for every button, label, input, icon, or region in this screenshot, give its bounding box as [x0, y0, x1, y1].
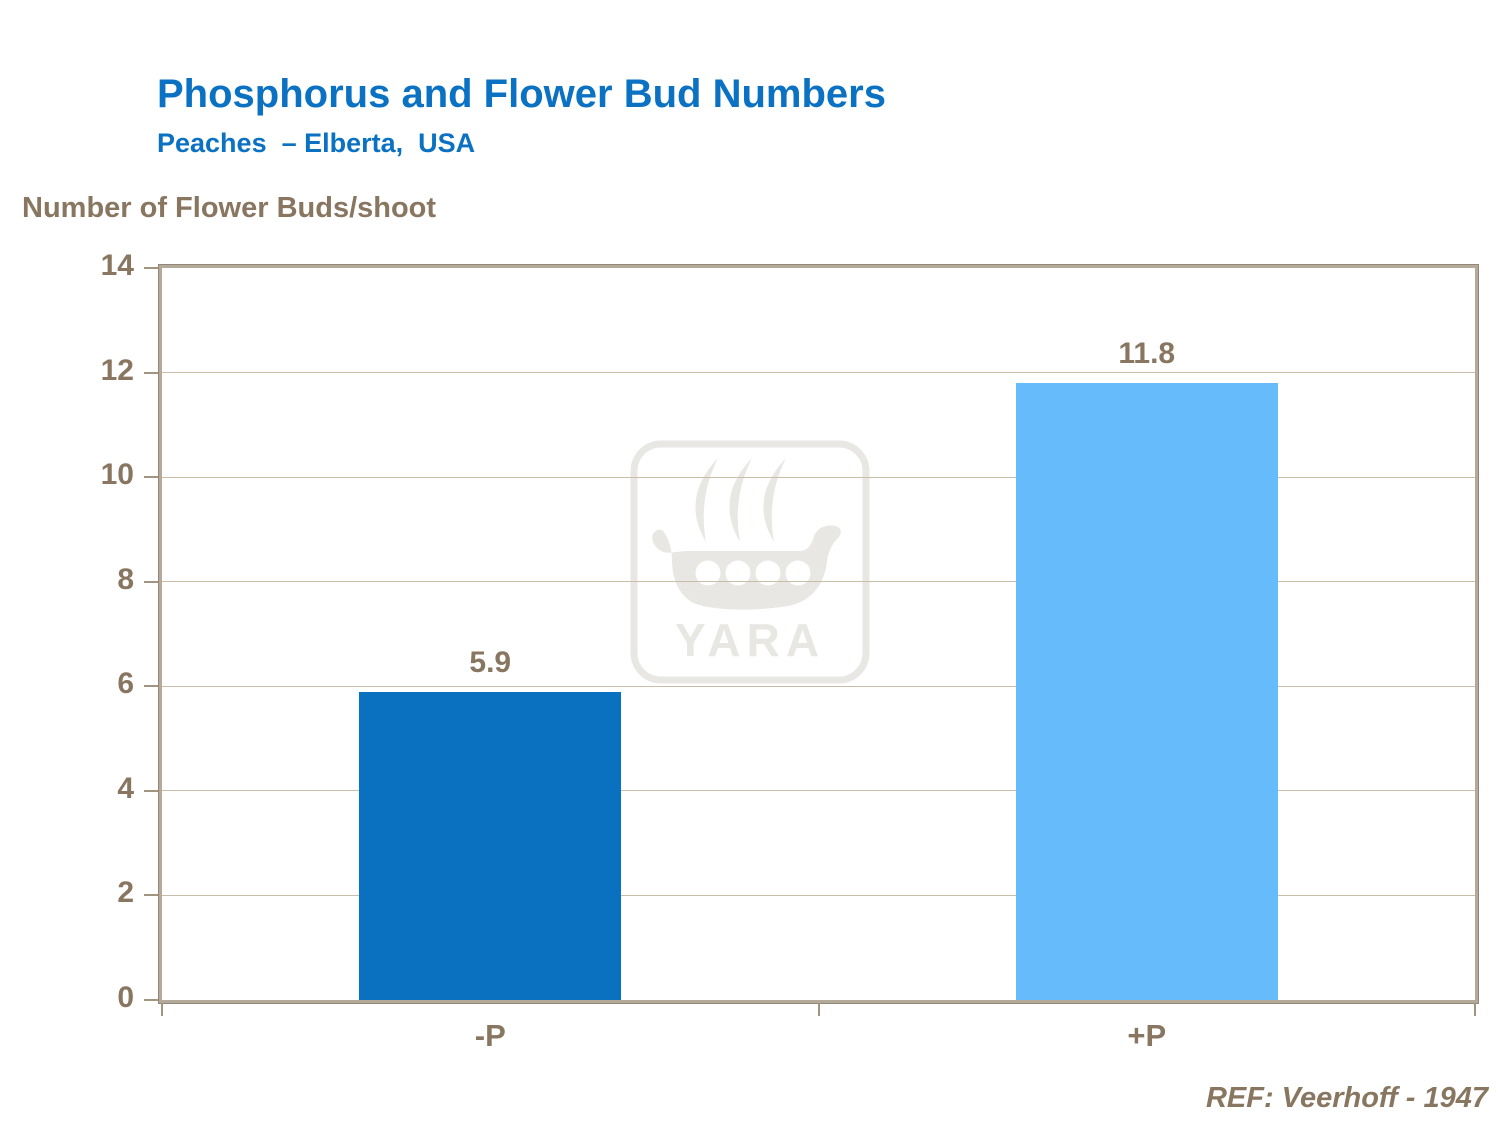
- yara-logo-watermark: YARA: [630, 440, 870, 684]
- watermark-brand-text: YARA: [675, 614, 825, 666]
- y-tick-mark-14: [144, 267, 158, 269]
- gridline-y-10: [162, 476, 1475, 478]
- bar--P: [359, 691, 622, 1000]
- y-tick-mark-8: [144, 580, 158, 583]
- gridline-y-4: [162, 790, 1475, 792]
- y-tick-mark-10: [144, 476, 158, 479]
- y-tick-label-0: 0: [117, 981, 134, 1014]
- y-tick-mark-6: [144, 685, 158, 688]
- y-tick-mark-12: [144, 371, 158, 374]
- y-tick-label-4: 4: [117, 771, 134, 805]
- chart-subtitle: Peaches – Elberta, USA: [157, 128, 476, 158]
- watermark-sail-2: [729, 458, 752, 542]
- gridline-y-6: [162, 685, 1475, 687]
- y-axis-title: Number of Flower Buds/shoot: [22, 192, 437, 224]
- x-tick-mark-1: [817, 1003, 820, 1016]
- bar-value-label--P: 5.9: [469, 645, 512, 679]
- x-axis-label--P: -P: [474, 1018, 506, 1053]
- reference-text: REF: Veerhoff - 1947: [1205, 1082, 1488, 1114]
- watermark-sail-1: [695, 458, 718, 542]
- bar-value-label-+P: 11.8: [1118, 337, 1176, 371]
- y-tick-label-8: 8: [117, 562, 134, 596]
- y-tick-label-14: 14: [100, 249, 134, 282]
- plot-area: YARA 0 2 4 6 8 10 12 14 5.9 -P 11.8 +P: [101, 249, 1479, 1053]
- y-tick-mark-2: [144, 894, 158, 897]
- y-tick-label-10: 10: [100, 458, 134, 492]
- chart-title: Phosphorus and Flower Bud Numbers: [157, 72, 886, 116]
- y-tick-label-6: 6: [117, 667, 134, 701]
- watermark-shield-2: [725, 560, 751, 586]
- watermark-shield-1: [695, 560, 721, 586]
- gridline-y-12: [162, 372, 1475, 374]
- watermark-frame: [630, 440, 870, 684]
- watermark-shield-3: [755, 560, 781, 586]
- y-tick-label-12: 12: [100, 353, 134, 387]
- watermark-sail-3: [763, 458, 786, 542]
- y-tick-mark-4: [144, 789, 158, 792]
- y-tick-label-2: 2: [117, 876, 134, 910]
- x-tick-mark-2: [1474, 1003, 1476, 1016]
- x-tick-mark-0: [161, 1003, 163, 1016]
- y-tick-mark-0: [144, 999, 158, 1001]
- gridline-y-2: [162, 894, 1475, 896]
- watermark-shield-4: [785, 560, 811, 586]
- x-axis-label-+P: +P: [1127, 1018, 1167, 1053]
- gridline-y-8: [162, 581, 1475, 583]
- bar-+P: [1015, 383, 1278, 1000]
